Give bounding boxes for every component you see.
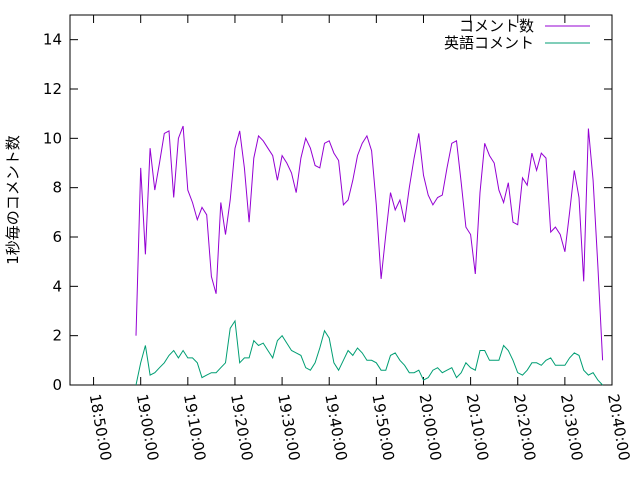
x-tick-label: 20:20:00 bbox=[510, 393, 539, 462]
x-tick-label: 20:10:00 bbox=[463, 393, 492, 462]
y-tick-label: 10 bbox=[43, 129, 62, 147]
x-tick-label: 19:10:00 bbox=[180, 393, 209, 462]
legend-label: 英語コメント bbox=[444, 34, 534, 52]
y-tick-label: 8 bbox=[52, 179, 62, 197]
x-tick-label: 19:40:00 bbox=[321, 393, 350, 462]
y-tick-label: 14 bbox=[43, 31, 62, 49]
y-tick-label: 4 bbox=[52, 277, 62, 295]
y-tick-label: 6 bbox=[52, 228, 62, 246]
y-tick-label: 0 bbox=[52, 376, 62, 394]
x-tick-label: 20:00:00 bbox=[416, 393, 445, 462]
x-tick-label: 19:00:00 bbox=[133, 393, 162, 462]
x-tick-label: 19:20:00 bbox=[227, 393, 256, 462]
plot-frame bbox=[69, 14, 613, 386]
x-tick-label: 19:50:00 bbox=[368, 393, 397, 462]
x-tick-label: 20:30:00 bbox=[557, 393, 586, 462]
axis-ticks: 0 2 4 6 8 10 12 14 18:50:00 19:00:00 19:10:00 19:20… bbox=[43, 15, 633, 462]
data-series bbox=[135, 125, 604, 386]
legend-label: コメント数 bbox=[459, 17, 534, 35]
y-tick-label: 12 bbox=[43, 80, 62, 98]
x-tick-label: 19:30:00 bbox=[274, 393, 303, 462]
y-tick-label: 2 bbox=[52, 327, 62, 345]
series-line-0 bbox=[135, 125, 604, 361]
y-axis-label: 1秒毎のコメント数 bbox=[4, 135, 22, 265]
series-line-1 bbox=[135, 319, 603, 386]
x-tick-label: 20:40:00 bbox=[604, 393, 633, 462]
x-tick-label: 18:50:00 bbox=[86, 393, 115, 462]
